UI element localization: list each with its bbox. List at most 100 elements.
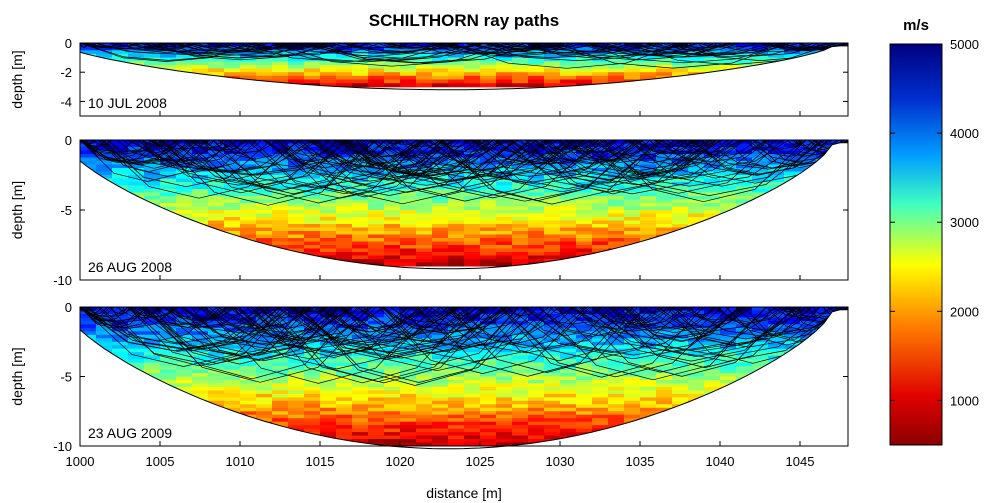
velocity-cell bbox=[640, 57, 657, 62]
velocity-cell bbox=[80, 313, 97, 318]
velocity-cell bbox=[608, 57, 625, 62]
velocity-cell bbox=[352, 199, 369, 204]
velocity-cell bbox=[784, 140, 801, 144]
velocity-cell bbox=[224, 383, 241, 388]
ray-path bbox=[634, 140, 722, 155]
velocity-cell bbox=[96, 75, 113, 80]
velocity-cell bbox=[352, 425, 369, 430]
velocity-cell bbox=[208, 428, 225, 433]
velocity-cell bbox=[272, 64, 289, 69]
velocity-cell bbox=[448, 352, 465, 357]
velocity-cell bbox=[368, 411, 385, 416]
ray-path bbox=[524, 43, 665, 59]
velocity-cell bbox=[672, 324, 689, 329]
velocity-cell bbox=[624, 72, 641, 77]
velocity-cell bbox=[304, 241, 321, 246]
velocity-cell bbox=[752, 320, 769, 325]
velocity-cell bbox=[144, 324, 161, 329]
velocity-cell bbox=[832, 397, 848, 402]
velocity-cell bbox=[672, 182, 689, 186]
velocity-cell bbox=[512, 324, 529, 329]
velocity-cell bbox=[576, 262, 593, 267]
velocity-cell bbox=[496, 262, 513, 267]
velocity-cell bbox=[496, 220, 513, 225]
velocity-cell bbox=[736, 168, 753, 172]
velocity-cell bbox=[560, 241, 577, 246]
velocity-cell bbox=[336, 68, 353, 73]
velocity-cell bbox=[784, 217, 801, 221]
velocity-cell bbox=[496, 421, 513, 426]
velocity-cell bbox=[416, 428, 433, 433]
velocity-cell bbox=[384, 241, 401, 246]
velocity-cell bbox=[816, 407, 833, 412]
ray-path bbox=[355, 140, 575, 202]
ray-path bbox=[642, 307, 778, 332]
ray-path bbox=[544, 140, 713, 176]
velocity-cell bbox=[544, 369, 561, 374]
velocity-cell bbox=[160, 224, 177, 228]
velocity-cell bbox=[288, 75, 305, 80]
velocity-cell bbox=[224, 241, 241, 246]
velocity-cell bbox=[448, 72, 465, 77]
velocity-cell bbox=[592, 255, 609, 260]
velocity-cell bbox=[432, 383, 449, 388]
velocity-cell bbox=[464, 140, 481, 144]
velocity-cell bbox=[576, 390, 593, 395]
velocity-cell bbox=[368, 383, 385, 388]
velocity-cell bbox=[192, 414, 209, 419]
velocity-cell bbox=[544, 334, 561, 339]
velocity-cell bbox=[368, 185, 385, 190]
ray-path bbox=[533, 140, 585, 155]
velocity-cell bbox=[656, 435, 673, 440]
velocity-cell bbox=[656, 341, 673, 346]
velocity-cell bbox=[560, 83, 577, 88]
velocity-cell bbox=[480, 241, 497, 246]
velocity-cell bbox=[160, 320, 177, 325]
velocity-cell bbox=[816, 411, 833, 416]
velocity-cell bbox=[704, 185, 721, 190]
velocity-cell bbox=[96, 341, 113, 346]
velocity-cell bbox=[288, 411, 305, 416]
velocity-cell bbox=[368, 307, 385, 311]
velocity-cell bbox=[672, 220, 689, 225]
velocity-cell bbox=[640, 164, 657, 169]
velocity-cell bbox=[320, 255, 337, 260]
velocity-cell bbox=[272, 428, 289, 433]
velocity-cell bbox=[704, 245, 721, 249]
velocity-cell bbox=[672, 411, 689, 416]
velocity-cell bbox=[80, 175, 97, 179]
velocity-cell bbox=[640, 83, 657, 88]
ray-path bbox=[557, 307, 565, 312]
velocity-cell bbox=[688, 43, 705, 48]
velocity-cell bbox=[592, 168, 609, 172]
velocity-cell bbox=[672, 245, 689, 249]
ray-path bbox=[479, 307, 638, 362]
velocity-cell bbox=[80, 83, 97, 88]
velocity-cell bbox=[128, 362, 145, 367]
velocity-cell bbox=[576, 404, 593, 409]
velocity-cell bbox=[240, 157, 257, 162]
velocity-cell bbox=[784, 414, 801, 419]
velocity-cell bbox=[480, 432, 497, 437]
ray-path bbox=[356, 307, 575, 348]
velocity-cell bbox=[800, 182, 817, 186]
velocity-cell bbox=[816, 345, 833, 350]
velocity-cell bbox=[448, 386, 465, 391]
velocity-cell bbox=[800, 196, 817, 200]
velocity-cell bbox=[816, 50, 833, 55]
velocity-cell bbox=[80, 390, 97, 395]
velocity-cell bbox=[192, 182, 209, 186]
velocity-cell bbox=[464, 435, 481, 440]
velocity-cell bbox=[528, 366, 545, 371]
velocity-cell bbox=[544, 248, 561, 253]
velocity-cell bbox=[832, 411, 848, 416]
velocity-cell bbox=[736, 189, 753, 193]
ray-path bbox=[151, 140, 331, 194]
velocity-cell bbox=[656, 327, 673, 332]
velocity-cell bbox=[128, 213, 145, 218]
velocity-cell bbox=[528, 373, 545, 377]
velocity-cell bbox=[448, 50, 465, 55]
velocity-cell bbox=[400, 203, 417, 207]
velocity-cell bbox=[96, 79, 113, 84]
velocity-cell bbox=[800, 397, 817, 402]
